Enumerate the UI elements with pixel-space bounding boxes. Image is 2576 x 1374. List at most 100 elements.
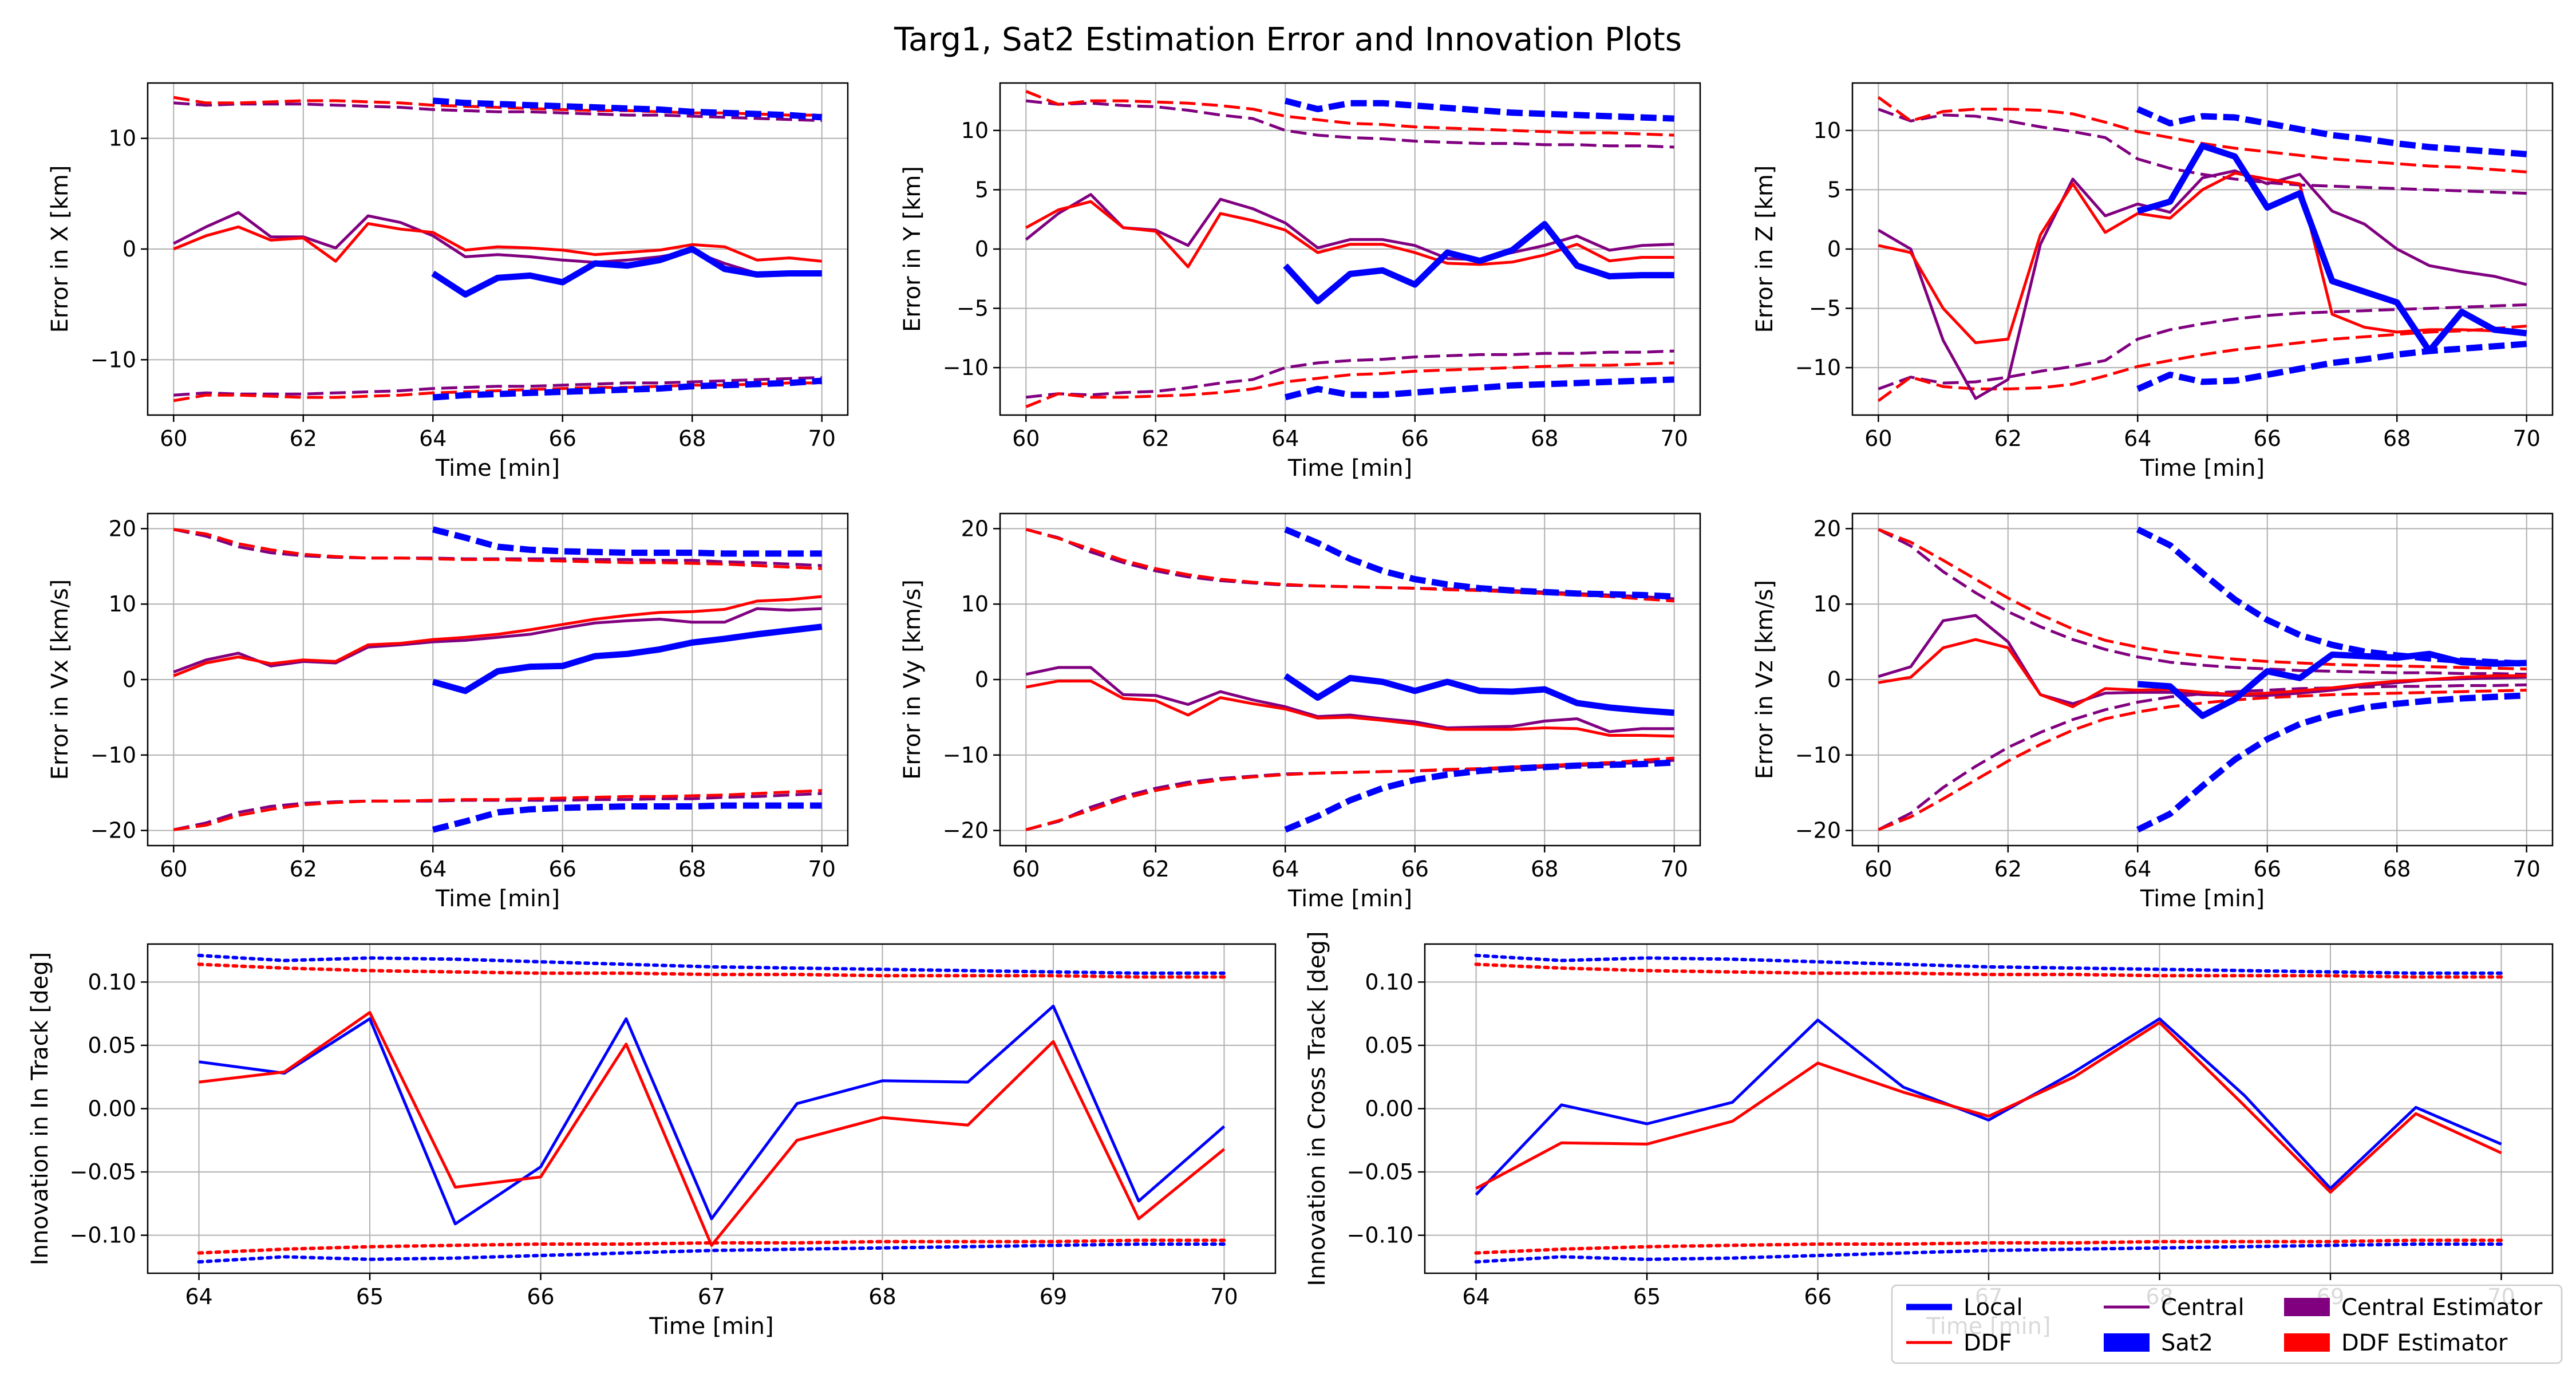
y-tick-label: 0: [1827, 667, 1841, 692]
x-tick-label: 70: [1661, 856, 1688, 882]
legend-label: DDF: [1963, 1330, 2012, 1356]
x-tick-label: 66: [1804, 1284, 1831, 1309]
x-tick-label: 70: [2513, 856, 2541, 882]
y-tick-label: 10: [961, 118, 989, 143]
x-tick-label: 66: [1401, 856, 1429, 882]
x-tick-label: 68: [2383, 426, 2411, 451]
series-line-ddf: [1475, 1021, 2502, 1194]
series-line-ddf-bound-lower: [1878, 689, 2527, 831]
series-line-central-bound-upper: [173, 101, 822, 123]
legend-swatch: [2284, 1298, 2330, 1316]
y-tick-label: 0: [123, 236, 136, 262]
x-tick-label: 62: [1142, 856, 1170, 882]
legend-entry: Sat2: [2104, 1330, 2213, 1356]
y-axis-label: Error in X [km]: [47, 165, 73, 333]
series-line-local: [2137, 650, 2527, 719]
y-tick-label: 5: [1827, 177, 1841, 202]
y-tick-label: −20: [1795, 818, 1841, 843]
series-line-central-bound-upper: [1878, 108, 2527, 195]
y-tick-label: −20: [90, 818, 136, 843]
x-tick-label: 62: [290, 426, 317, 451]
y-axis-label: Innovation in Cross Track [deg]: [1304, 931, 1330, 1286]
series-line-local-bound-upper: [432, 97, 823, 121]
y-tick-label: −10: [90, 743, 136, 768]
x-tick-label: 68: [678, 856, 706, 882]
x-tick-label: 64: [2124, 856, 2151, 882]
series-line-local-bound-lower: [432, 377, 823, 401]
series-group: [1025, 526, 1675, 833]
legend-entry: DDF: [1906, 1330, 2012, 1356]
y-tick-label: 20: [961, 516, 989, 541]
y-tick-label: −0.10: [70, 1223, 136, 1248]
series-line-ddf-bound-lower: [1474, 1238, 2503, 1255]
y-tick-label: 5: [975, 177, 989, 202]
x-tick-label: 60: [1012, 856, 1040, 882]
series-line-local-bound-upper: [1284, 526, 1674, 600]
y-tick-label: 10: [1814, 591, 1841, 617]
y-tick-label: 0.10: [1365, 969, 1413, 994]
x-tick-label: 64: [185, 1284, 212, 1309]
y-tick-label: 0.10: [88, 969, 136, 994]
series-line-local: [431, 246, 822, 298]
y-tick-label: 0.00: [1365, 1096, 1413, 1122]
series-line-central-bound-upper: [1878, 528, 2527, 676]
series-line-local: [1283, 673, 1675, 716]
series-line-central-bound-lower: [1878, 303, 2527, 390]
series-group: [1878, 526, 2527, 833]
x-tick-label: 70: [1661, 426, 1688, 451]
x-tick-label: 66: [549, 426, 576, 451]
x-tick-label: 70: [1210, 1284, 1238, 1309]
series-line-local-bound-upper: [1284, 97, 1674, 122]
y-tick-label: 20: [1814, 516, 1841, 541]
series-line-ddf: [173, 222, 822, 263]
chart-error-vy: 60 62 64 66 68 70 −20 −10 0 10 20 Time [min] Error i…: [899, 512, 1701, 912]
series-line-local-bound-lower: [1284, 759, 1674, 833]
y-axis-label: Error in Z [km]: [1752, 165, 1778, 333]
x-tick-label: 68: [1531, 426, 1558, 451]
x-tick-label: 68: [1531, 856, 1558, 882]
x-tick-label: 66: [1401, 426, 1429, 451]
y-tick-label: −20: [943, 818, 989, 843]
x-tick-label: 64: [1271, 426, 1299, 451]
x-tick-label: 66: [527, 1284, 554, 1309]
x-tick-label: 65: [356, 1284, 384, 1309]
x-axis-label: Time [min]: [1287, 886, 1412, 912]
y-tick-label: 0.05: [88, 1033, 136, 1058]
chart-error-x: 60 62 64 66 68 70 −10 0 10 Time [min] Error in X […: [47, 82, 849, 481]
x-tick-label: 67: [698, 1284, 725, 1309]
x-tick-label: 62: [1994, 426, 2022, 451]
chart-error-vx: 60 62 64 66 68 70 −20 −10 0 10 20 Time [min] Error i…: [47, 512, 849, 912]
series-line-local-bound-lower: [1474, 1242, 2503, 1264]
y-tick-label: 0: [975, 236, 989, 262]
series-line-ddf: [199, 1010, 1226, 1247]
legend-entry: DDF Estimator: [2284, 1330, 2508, 1356]
x-tick-label: 64: [419, 426, 447, 451]
series-line-central-bound-upper: [1026, 99, 1674, 149]
series-line-ddf-bound-lower: [1025, 361, 1674, 408]
legend-label: Local: [1963, 1294, 2023, 1321]
y-tick-label: −5: [1809, 296, 1841, 321]
series-line-ddf: [1025, 680, 1674, 738]
series-group: [197, 953, 1226, 1264]
x-axis-label: Time [min]: [649, 1313, 773, 1340]
series-line-ddf-bound-lower: [173, 789, 822, 831]
series-line-ddf: [1878, 638, 2527, 708]
y-tick-label: −5: [957, 296, 989, 321]
x-axis-label: Time [min]: [435, 455, 560, 481]
series-line-ddf-bound-upper: [1025, 90, 1674, 137]
x-tick-label: 62: [290, 856, 317, 882]
legend-box: [1891, 1284, 2563, 1364]
y-tick-label: −10: [1795, 743, 1841, 768]
series-line-central: [1025, 666, 1674, 733]
y-tick-label: −10: [943, 355, 989, 380]
x-tick-label: 65: [1633, 1284, 1661, 1309]
x-tick-label: 60: [160, 426, 187, 451]
x-tick-label: 66: [549, 856, 576, 882]
series-line-local-bound-lower: [2136, 341, 2527, 392]
series-line-local-bound-upper: [1474, 953, 2503, 975]
series-line-central-bound-lower: [1878, 683, 2527, 831]
x-tick-label: 66: [2254, 856, 2281, 882]
legend-label: Central Estimator: [2341, 1294, 2543, 1321]
series-line-ddf-bound-upper: [1878, 528, 2527, 670]
series-line-local-bound-upper: [2136, 106, 2527, 157]
